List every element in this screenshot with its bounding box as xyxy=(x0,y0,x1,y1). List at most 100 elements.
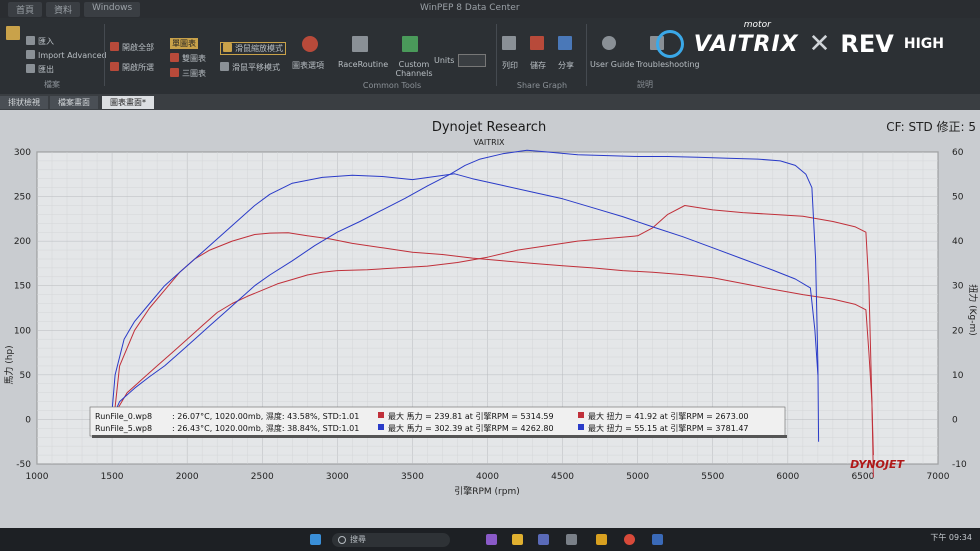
save-icon xyxy=(530,36,547,51)
custom-channels-icon xyxy=(402,36,421,53)
legend-max-torque: 最大 扭力 = 41.92 at 引擎RPM = 2673.00 xyxy=(588,411,749,421)
x-tick-label: 6000 xyxy=(776,472,799,482)
x-tick-label: 3500 xyxy=(401,472,424,482)
race-routine-button[interactable]: RaceRoutine xyxy=(338,60,389,69)
chart-title: Dynojet Research xyxy=(432,120,546,135)
legend-max-torque: 最大 扭力 = 55.15 at 引擎RPM = 3781.47 xyxy=(588,423,749,433)
document-tabs: 排狀檢視 檔案畫面 圖表畫面* xyxy=(0,94,980,110)
checkered-flag-icon xyxy=(352,36,371,53)
triple-graph-button[interactable]: 三圖表 xyxy=(170,68,206,79)
legend-max-hp: 最大 馬力 = 239.81 at 引擎RPM = 5314.59 xyxy=(388,411,554,421)
custom-channels-button[interactable]: Custom Channels xyxy=(395,60,433,78)
x-axis-label: 引擎RPM (rpm) xyxy=(454,485,520,497)
motor-text: motor xyxy=(743,20,771,30)
chart-options-button[interactable]: 圖表選項 xyxy=(292,61,324,70)
doc-tab-chart-view[interactable]: 圖表畫面* xyxy=(102,96,154,109)
menu-tab-home[interactable]: 首頁 xyxy=(8,2,43,17)
ribbon-divider xyxy=(496,24,497,86)
common-tools-label: Common Tools xyxy=(362,81,422,90)
y-right-tick-label: 30 xyxy=(952,282,964,292)
double-graph-button[interactable]: 雙圖表 xyxy=(170,53,206,64)
x-tick-label: 3000 xyxy=(326,472,349,482)
x-tick-label: 7000 xyxy=(927,472,950,482)
file-explorer-icon[interactable] xyxy=(512,534,523,545)
import-advanced-button[interactable]: Import Advanced xyxy=(26,50,107,60)
y-left-tick-label: 300 xyxy=(14,148,31,158)
chrome-icon[interactable] xyxy=(624,534,635,545)
troubleshooting-button[interactable]: Troubleshooting xyxy=(636,60,700,69)
ribbon-divider xyxy=(586,24,587,86)
series-line-run0-hp xyxy=(112,205,874,478)
title-bar: 首頁 資料 Windows WinPEP 8 Data Center xyxy=(0,0,980,18)
y-axis-right-label: 扭力 (Kg-m) xyxy=(967,284,979,336)
single-graph-button[interactable]: 單圖表 xyxy=(170,38,198,49)
camera-icon[interactable] xyxy=(538,534,549,545)
chart-canvas: Dynojet Research VAITRIX CF: STD 修正: 5 1… xyxy=(0,110,980,528)
taskbar-search[interactable]: 搜尋 xyxy=(332,533,450,547)
y-axis-left-label: 馬力 (hp) xyxy=(3,345,15,384)
import-button[interactable]: 匯入 xyxy=(26,36,54,47)
y-left-tick-label: 50 xyxy=(20,371,32,381)
legend-max-hp: 最大 馬力 = 302.39 at 引擎RPM = 4262.80 xyxy=(388,423,554,433)
rev-logo: REV xyxy=(840,30,894,58)
folder-icon[interactable] xyxy=(6,26,23,41)
legend-swatch xyxy=(578,424,584,430)
share-button[interactable]: 分享 xyxy=(558,61,574,70)
lightning-icon[interactable] xyxy=(596,534,607,545)
legend-conditions: : 26.43°C, 1020.00mb, 濕度: 38.84%, STD:1.… xyxy=(172,423,359,433)
high-text: HIGH xyxy=(903,36,944,52)
menu-tab-windows[interactable]: Windows xyxy=(84,2,141,17)
start-icon[interactable] xyxy=(310,534,321,545)
units-dropdown[interactable] xyxy=(458,54,486,67)
export-button[interactable]: 匯出 xyxy=(26,64,54,75)
print-button[interactable]: 列印 xyxy=(502,61,518,70)
y-right-tick-label: 0 xyxy=(952,415,958,425)
x-tick-label: 4000 xyxy=(476,472,499,482)
open-selected-icon xyxy=(110,62,119,71)
legend-conditions: : 26.07°C, 1020.00mb, 濕度: 43.58%, STD:1.… xyxy=(172,411,359,421)
open-all-icon xyxy=(110,42,119,51)
ribbon-divider xyxy=(104,24,105,86)
y-right-tick-label: 50 xyxy=(952,193,964,203)
open-all-button[interactable]: 開啟全部 xyxy=(110,42,154,53)
pan-mode-button[interactable]: 滑鼠平移模式 xyxy=(220,62,280,73)
winpep-icon[interactable] xyxy=(652,534,663,545)
share-icon xyxy=(558,36,575,51)
y-axis-left-ticks: -50 0 50 100 150 200 250 300 xyxy=(14,148,31,470)
app-icon[interactable] xyxy=(566,534,577,545)
copilot-icon[interactable] xyxy=(486,534,497,545)
cross-mark: ✕ xyxy=(808,29,831,59)
x-tick-label: 2000 xyxy=(176,472,199,482)
mouse-mode-group: 滑鼠縮放模式 滑鼠平移模式 xyxy=(218,20,288,92)
ribbon: 匯入 Import Advanced 匯出 檔案 開啟全部 開啟所選 單圖表 雙… xyxy=(0,18,980,95)
window-title: WinPEP 8 Data Center xyxy=(420,3,520,13)
open-selected-button[interactable]: 開啟所選 xyxy=(110,62,154,73)
y-right-tick-label: 40 xyxy=(952,237,964,247)
y-right-tick-label: -10 xyxy=(952,460,967,470)
user-guide-button[interactable]: User Guide xyxy=(590,60,635,69)
y-axis-right-ticks: -10 0 10 20 30 40 50 60 xyxy=(952,148,967,470)
series-line-run1-hp xyxy=(110,149,820,442)
series-line-run1-torque xyxy=(110,173,819,429)
save-button[interactable]: 儲存 xyxy=(530,61,546,70)
y-right-tick-label: 60 xyxy=(952,148,964,158)
series-lines xyxy=(110,149,874,478)
x-tick-label: 4500 xyxy=(551,472,574,482)
menu-tab-data[interactable]: 資料 xyxy=(46,2,81,17)
import-advanced-icon xyxy=(26,50,35,59)
doc-tab-row-view[interactable]: 排狀檢視 xyxy=(0,96,48,109)
legend-shadow xyxy=(92,435,787,438)
dyno-chart[interactable]: Dynojet Research VAITRIX CF: STD 修正: 5 1… xyxy=(0,110,980,528)
zoom-mode-button[interactable]: 滑鼠縮放模式 xyxy=(220,42,286,55)
legend-swatch xyxy=(378,412,384,418)
export-icon xyxy=(26,64,35,73)
legend-swatch xyxy=(378,424,384,430)
zoom-icon xyxy=(223,43,232,52)
dynojet-watermark: DYNOJET xyxy=(850,458,905,471)
taskbar: 搜尋 下午 09:34 xyxy=(0,528,980,551)
y-right-tick-label: 10 xyxy=(952,371,964,381)
x-tick-label: 1000 xyxy=(26,472,49,482)
x-tick-label: 1500 xyxy=(101,472,124,482)
doc-tab-file-view[interactable]: 檔案畫面 xyxy=(50,96,98,109)
y-left-tick-label: -50 xyxy=(16,460,31,470)
